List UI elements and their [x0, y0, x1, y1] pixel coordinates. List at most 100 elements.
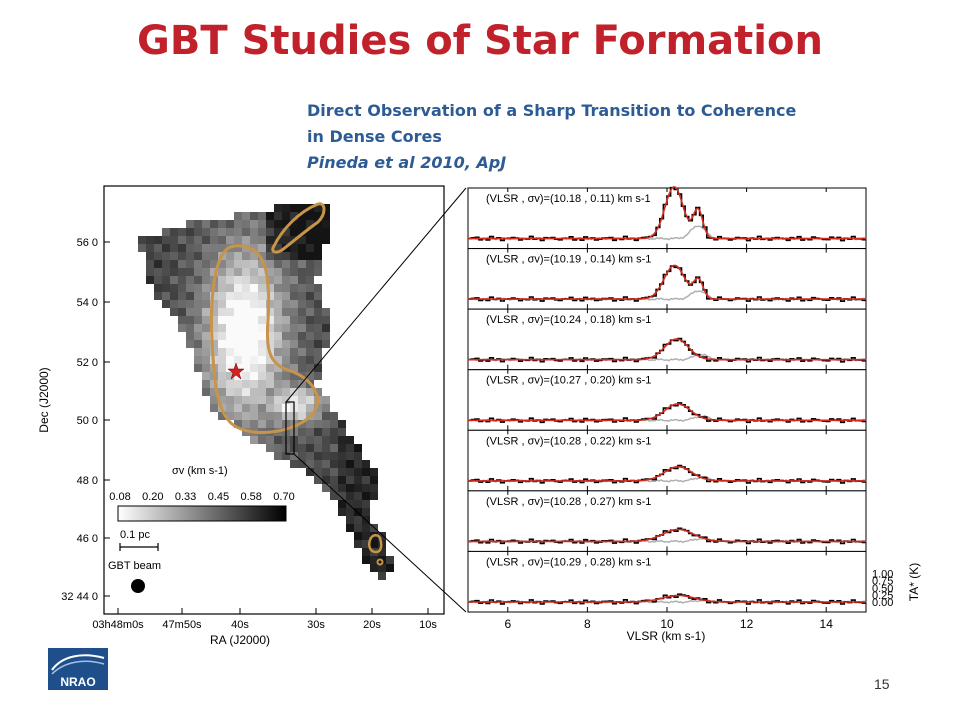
map-pixel [330, 452, 338, 460]
map-pixel [178, 308, 186, 316]
map-pixel [218, 412, 226, 420]
map-pixel [274, 356, 282, 364]
map-pixel [234, 308, 242, 316]
map-pixel [258, 324, 266, 332]
map-pixel [226, 324, 234, 332]
map-pixel [154, 244, 162, 252]
spectra-x-tick-label: 12 [740, 617, 754, 631]
spectra-y-tick-label: 0.25 [872, 590, 893, 602]
map-pixel [250, 300, 258, 308]
map-pixel [218, 348, 226, 356]
map-pixel [234, 244, 242, 252]
map-pixel [282, 284, 290, 292]
map-pixel [170, 252, 178, 260]
map-pixel [242, 404, 250, 412]
map-pixel [242, 228, 250, 236]
map-pixel [322, 476, 330, 484]
map-pixel [202, 356, 210, 364]
map-pixel [210, 260, 218, 268]
colorbar-tick-label: 0.08 [109, 491, 130, 503]
map-pixel [306, 220, 314, 228]
map-pixel [322, 316, 330, 324]
map-pixel [362, 476, 370, 484]
map-pixel [218, 396, 226, 404]
map-pixel [338, 436, 346, 444]
map-pixel [266, 252, 274, 260]
map-pixel [322, 332, 330, 340]
map-pixel [226, 276, 234, 284]
map-pixel [274, 332, 282, 340]
map-pixel [258, 412, 266, 420]
map-pixel [370, 556, 378, 564]
map-pixel [226, 236, 234, 244]
map-pixel [290, 300, 298, 308]
map-pixel [202, 244, 210, 252]
map-pixel [258, 420, 266, 428]
map-pixel [306, 348, 314, 356]
map-pixel [146, 236, 154, 244]
dec-tick-label: 46 0 [77, 533, 98, 545]
map-pixel [242, 284, 250, 292]
map-pixel [370, 468, 378, 476]
map-pixel [314, 308, 322, 316]
map-pixel [290, 276, 298, 284]
map-pixel [186, 316, 194, 324]
map-pixel [298, 340, 306, 348]
map-pixel [298, 316, 306, 324]
map-pixel [178, 268, 186, 276]
map-pixel [242, 308, 250, 316]
map-pixel [298, 212, 306, 220]
protostar-star-icon [227, 362, 245, 380]
map-pixel [354, 468, 362, 476]
map-pixel [290, 332, 298, 340]
map-pixel [218, 220, 226, 228]
map-pixel [250, 436, 258, 444]
map-pixel [258, 220, 266, 228]
map-pixel [274, 380, 282, 388]
map-pixel [242, 252, 250, 260]
map-pixel [178, 228, 186, 236]
map-pixel [298, 380, 306, 388]
map-pixel [194, 332, 202, 340]
map-pixel [210, 388, 218, 396]
map-pixel [226, 316, 234, 324]
map-pixel [226, 372, 234, 380]
map-pixel [234, 364, 242, 372]
map-pixel [202, 340, 210, 348]
spectra-y-tick-label: 0.00 [872, 597, 893, 609]
map-pixel [266, 340, 274, 348]
map-pixel [338, 492, 346, 500]
map-pixel [306, 340, 314, 348]
map-pixel [306, 332, 314, 340]
map-pixel [266, 276, 274, 284]
map-pixel [370, 540, 378, 548]
map-pixel [218, 372, 226, 380]
map-pixel [202, 308, 210, 316]
map-pixel [314, 428, 322, 436]
map-pixel [322, 436, 330, 444]
map-pixel [258, 236, 266, 244]
map-pixel [234, 228, 242, 236]
spectra-y-axis-label: TA* (K) [907, 563, 921, 601]
map-pixel [386, 564, 394, 572]
spectrum-panel: (VLSR , σv)=(10.24 , 0.18) km s-1 [467, 308, 867, 371]
map-pixel [362, 524, 370, 532]
map-pixel [362, 500, 370, 508]
map-pixel [306, 212, 314, 220]
map-pixel [266, 412, 274, 420]
map-pixel [282, 236, 290, 244]
map-pixel [314, 348, 322, 356]
map-pixel [306, 404, 314, 412]
map-pixel [314, 404, 322, 412]
map-pixel [218, 316, 226, 324]
map-pixel [258, 268, 266, 276]
map-pixel [186, 308, 194, 316]
map-pixel [306, 388, 314, 396]
map-pixel [282, 268, 290, 276]
map-pixel [298, 324, 306, 332]
map-pixel [314, 316, 322, 324]
map-pixel [202, 372, 210, 380]
map-pixel [250, 356, 258, 364]
map-pixel [266, 228, 274, 236]
map-pixel [258, 364, 266, 372]
